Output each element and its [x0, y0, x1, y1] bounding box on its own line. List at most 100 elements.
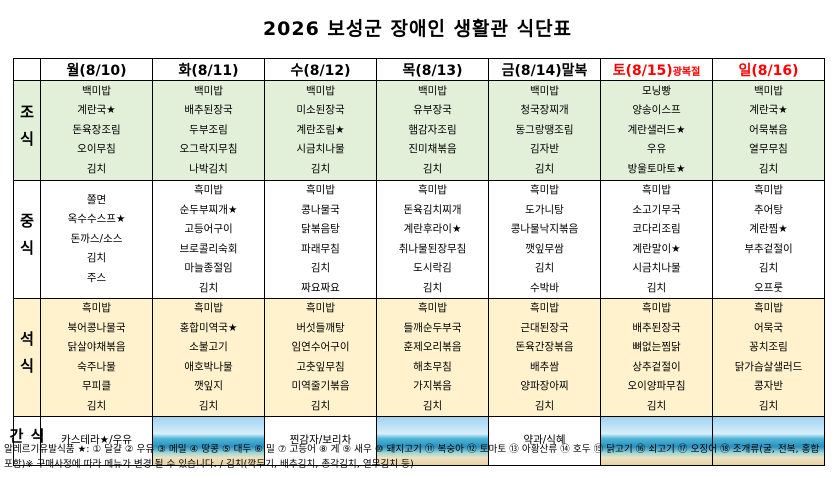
- menu-item: 흑미밥: [754, 184, 783, 196]
- menu-item: 들깨순두부국: [403, 321, 462, 334]
- day-header: 금(8/14)말복: [488, 58, 601, 81]
- menu-item: 백미밥: [194, 84, 223, 97]
- menu-item: 김치: [198, 399, 219, 412]
- menu-item: 김자반: [530, 143, 559, 156]
- menu-item: 배추된장국: [184, 104, 233, 117]
- menu-item: 유부장국: [413, 104, 452, 117]
- menu-cell: [600, 416, 713, 466]
- day-label: 금(8/14)말복: [501, 62, 588, 79]
- menu-item: 돈육장조림: [72, 123, 121, 136]
- menu-cell: 백미밥 계란국★ 어묵볶음 열무무침 김치: [712, 80, 825, 181]
- menu-table: 월(8/10) 화(8/11) 수(8/12) 목(8/13) 금(8/14)말복 토(8…: [7, 58, 825, 466]
- menu-item: 고춧잎무침: [296, 360, 345, 373]
- menu-item: 돈까스/소스: [70, 232, 123, 245]
- menu-item: 콩나물낙지볶음: [510, 223, 579, 235]
- menu-item: 흑미밥: [530, 184, 559, 196]
- menu-item: 김치: [422, 162, 443, 175]
- menu-item: 흑미밥: [82, 302, 111, 314]
- menu-item: 나박김치: [189, 162, 228, 175]
- day-label: 월(8/10): [66, 62, 127, 79]
- menu-item: 숙주나물: [77, 360, 116, 373]
- menu-cell: 흑미밥 추어탕 계란찜★ 부추겉절이 김치 오프룻: [712, 180, 825, 299]
- menu-item: 깻잎지: [194, 380, 223, 392]
- menu-item: 김치: [646, 399, 667, 412]
- menu-cell: 흑미밥 버섯들깨탕 임연수어구이 고춧잎무침 미역줄기볶음 김치: [264, 298, 377, 417]
- meal-row: 간식 카스테라★/우유 찐감자/보리차 약과/식혜: [7, 416, 825, 466]
- menu-item: 김치: [86, 252, 107, 265]
- day-header: 수(8/12): [264, 58, 377, 81]
- menu-item: 수박바: [530, 281, 559, 294]
- menu-cell: 흑미밥 배추된장국 뼈없는찜닭 상추겉절이 오이양파무침 김치: [600, 298, 713, 417]
- menu-item: 브로콜리숙회: [179, 242, 238, 255]
- title: 2026 보성군 장애인 생활관 식단표: [262, 18, 573, 40]
- meal-row: 중식 쫄면 옥수수스프★ 돈까스/소스 김치 주스 흑미밥 순두부찌개★ 고등어구이 브로콜리숙회…: [13, 180, 825, 299]
- menu-item: 어묵볶음: [749, 123, 788, 136]
- menu-item: 근대된장국: [520, 321, 569, 334]
- menu-item: 김치: [758, 262, 779, 274]
- meal-label: 중식: [13, 180, 41, 299]
- menu-item: 김치: [758, 162, 779, 175]
- menu-cell: 흑미밥 홍합미역국★ 소불고기 애호박나물 깻잎지 김치: [152, 298, 265, 417]
- menu-item: 미소된장국: [296, 104, 345, 117]
- menu-item: 김치: [758, 399, 779, 412]
- menu-item: 해초무침: [413, 360, 452, 373]
- menu-item: 흑미밥: [642, 184, 671, 196]
- day-label: 목(8/13): [402, 62, 463, 79]
- menu-item: 임연수어구이: [291, 341, 350, 353]
- day-header: 목(8/13): [376, 58, 489, 81]
- menu-cell: [712, 416, 825, 466]
- menu-cell: 흑미밥 근대된장국 돈육간장볶음 배추쌈 양파장아찌 김치: [488, 298, 601, 417]
- menu-item: 청국장찌개: [520, 104, 569, 117]
- menu-item: 두부조림: [189, 123, 228, 136]
- menu-item: 김치: [86, 162, 107, 175]
- menu-cell: 모닝빵 양송이스프 계란샐러드★ 우유 방울토마토★: [600, 80, 713, 181]
- menu-item: 김치: [86, 399, 107, 412]
- menu-item: 흑미밥: [194, 184, 223, 196]
- menu-item: 흑미밥: [418, 302, 447, 314]
- day-label: 토(8/15): [612, 62, 673, 79]
- menu-item: 김치: [198, 281, 219, 294]
- menu-item: 계란찜★: [749, 223, 788, 235]
- menu-cell: 쫄면 옥수수스프★ 돈까스/소스 김치 주스: [40, 180, 153, 299]
- menu-cell: 백미밥 청국장찌개 동그랑땡조림 김자반 김치: [488, 80, 601, 181]
- menu-item: 깻잎무쌈: [525, 242, 564, 255]
- menu-item: 김치: [422, 399, 443, 412]
- menu-item: 순두부찌개★: [179, 203, 238, 216]
- menu-cell: 흑미밥 콩나물국 닭볶음탕 파래무침 김치 짜요짜요: [264, 180, 377, 299]
- menu-item: 뼈없는찜닭: [632, 341, 681, 353]
- menu-item: 흑미밥: [306, 302, 335, 314]
- menu-item: 카스테라★/우유: [61, 434, 132, 447]
- header-row: 월(8/10) 화(8/11) 수(8/12) 목(8/13) 금(8/14)말복 토(8…: [13, 58, 825, 81]
- menu-item: 애호박나물: [184, 360, 233, 373]
- menu-item: 백미밥: [418, 84, 447, 97]
- menu-item: 백미밥: [82, 84, 111, 97]
- menu-item: 돈육김치찌개: [403, 203, 462, 216]
- day-header: 토(8/15)광복절: [600, 58, 713, 81]
- menu-item: 훈제오리볶음: [403, 341, 462, 353]
- menu-item: 옥수수스프★: [67, 213, 126, 226]
- menu-item: 백미밥: [530, 84, 559, 97]
- menu-item: 상추겉절이: [632, 360, 681, 373]
- meal-label: 간식: [7, 416, 46, 466]
- menu-item: 마늘종절임: [184, 262, 233, 274]
- menu-item: 약과/식혜: [523, 434, 566, 447]
- day-header: 월(8/10): [40, 58, 153, 81]
- menu-item: 열무무침: [749, 143, 788, 156]
- menu-item: 오프룻: [754, 281, 783, 294]
- menu-item: 오이무침: [77, 143, 116, 156]
- menu-cell: 흑미밥 돈육김치찌개 계란후라이★ 취나물된장무침 도시락김 김치: [376, 180, 489, 299]
- menu-item: 오그락지무침: [179, 143, 238, 156]
- menu-item: 흑미밥: [642, 302, 671, 314]
- menu-item: 닭살야채볶음: [67, 341, 126, 353]
- menu-item: 김치: [310, 162, 331, 175]
- menu-item: 찐감자/보리차: [289, 434, 352, 447]
- menu-item: 어묵국: [754, 321, 783, 334]
- menu-cell: 흑미밥 들깨순두부국 훈제오리볶음 해초무침 가지볶음 김치: [376, 298, 489, 417]
- menu-item: 흑미밥: [306, 184, 335, 196]
- menu-cell: 약과/식혜: [488, 416, 601, 466]
- menu-item: 백미밥: [754, 84, 783, 97]
- menu-item: 계란말이★: [632, 242, 681, 255]
- day-header: 화(8/11): [152, 58, 265, 81]
- menu-item: 흑미밥: [530, 302, 559, 314]
